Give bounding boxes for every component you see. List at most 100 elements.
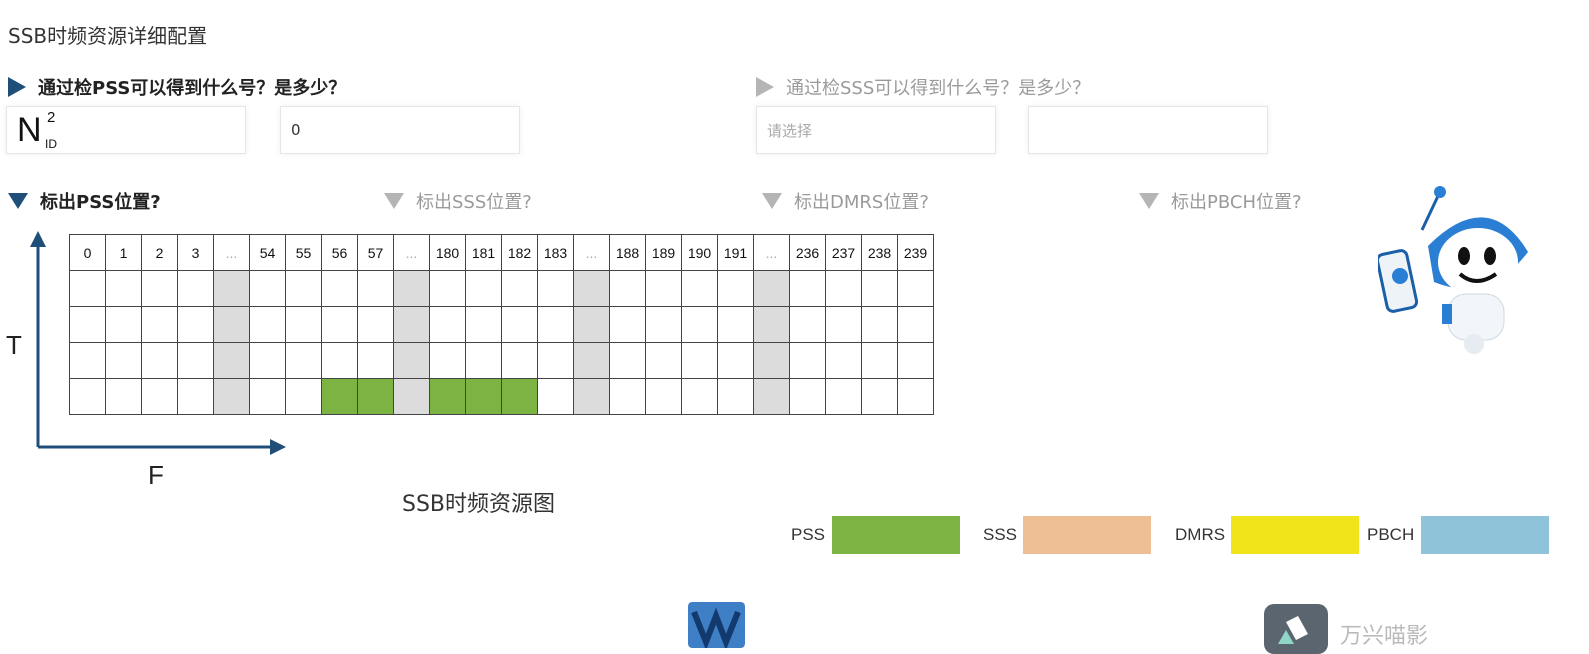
grid-cell[interactable] xyxy=(249,342,286,379)
grid-cell[interactable] xyxy=(285,270,322,307)
grid-cell[interactable] xyxy=(141,306,178,343)
mark-dmrs-section[interactable]: 标出DMRS位置? xyxy=(762,188,929,214)
grid-cell[interactable] xyxy=(501,378,538,415)
collapse-triangle-icon[interactable] xyxy=(762,193,782,209)
grid-cell[interactable] xyxy=(645,378,682,415)
grid-cell[interactable] xyxy=(357,306,394,343)
grid-cell[interactable] xyxy=(825,270,862,307)
grid-cell[interactable] xyxy=(213,270,250,307)
grid-cell[interactable] xyxy=(717,378,754,415)
grid-cell[interactable] xyxy=(177,306,214,343)
expand-triangle-icon[interactable] xyxy=(8,77,26,97)
grid-cell[interactable] xyxy=(285,306,322,343)
grid-cell[interactable] xyxy=(105,342,142,379)
grid-cell[interactable] xyxy=(861,342,898,379)
mark-pbch-section[interactable]: 标出PBCH位置? xyxy=(1139,188,1302,214)
grid-cell[interactable] xyxy=(825,306,862,343)
grid-cell[interactable] xyxy=(429,270,466,307)
grid-cell[interactable] xyxy=(537,378,574,415)
grid-cell[interactable] xyxy=(645,342,682,379)
grid-cell[interactable] xyxy=(249,270,286,307)
pss-question[interactable]: 通过检PSS可以得到什么号？是多少？ xyxy=(8,74,346,100)
grid-cell[interactable] xyxy=(393,306,430,343)
grid-cell[interactable] xyxy=(393,342,430,379)
sss-value-field[interactable] xyxy=(1028,106,1268,154)
pss-value-field[interactable]: 0 xyxy=(280,106,520,154)
grid-cell[interactable] xyxy=(681,270,718,307)
grid-cell[interactable] xyxy=(393,378,430,415)
grid-cell[interactable] xyxy=(105,306,142,343)
grid-cell[interactable] xyxy=(897,306,934,343)
grid-cell[interactable] xyxy=(141,342,178,379)
grid-cell[interactable] xyxy=(69,342,106,379)
grid-cell[interactable] xyxy=(573,306,610,343)
legend-swatch-sss[interactable] xyxy=(1023,516,1151,554)
grid-cell[interactable] xyxy=(537,270,574,307)
grid-cell[interactable] xyxy=(465,270,502,307)
grid-cell[interactable] xyxy=(753,342,790,379)
grid-cell[interactable] xyxy=(861,306,898,343)
grid-cell[interactable] xyxy=(501,306,538,343)
legend-swatch-dmrs[interactable] xyxy=(1231,516,1359,554)
grid-cell[interactable] xyxy=(321,378,358,415)
grid-cell[interactable] xyxy=(465,378,502,415)
grid-cell[interactable] xyxy=(753,378,790,415)
grid-cell[interactable] xyxy=(357,378,394,415)
sss-question[interactable]: 通过检SSS可以得到什么号？是多少？ xyxy=(756,74,1090,100)
grid-cell[interactable] xyxy=(501,270,538,307)
grid-cell[interactable] xyxy=(249,306,286,343)
grid-cell[interactable] xyxy=(609,342,646,379)
grid-cell[interactable] xyxy=(465,342,502,379)
grid-cell[interactable] xyxy=(321,306,358,343)
collapse-triangle-icon[interactable] xyxy=(1139,193,1159,209)
grid-cell[interactable] xyxy=(897,270,934,307)
grid-cell[interactable] xyxy=(357,270,394,307)
grid-cell[interactable] xyxy=(789,270,826,307)
legend-swatch-pss[interactable] xyxy=(832,516,960,554)
grid-cell[interactable] xyxy=(357,342,394,379)
grid-cell[interactable] xyxy=(285,378,322,415)
grid-cell[interactable] xyxy=(429,306,466,343)
collapse-triangle-icon[interactable] xyxy=(384,193,404,209)
grid-cell[interactable] xyxy=(717,306,754,343)
grid-cell[interactable] xyxy=(501,342,538,379)
grid-cell[interactable] xyxy=(573,342,610,379)
grid-cell[interactable] xyxy=(213,378,250,415)
grid-cell[interactable] xyxy=(213,306,250,343)
grid-cell[interactable] xyxy=(789,306,826,343)
grid-cell[interactable] xyxy=(69,378,106,415)
grid-cell[interactable] xyxy=(609,306,646,343)
grid-cell[interactable] xyxy=(429,342,466,379)
ssb-resource-grid[interactable]: 0 1 2 3... 54 55 56 57... 180 181 182 183... 188 189 1… xyxy=(69,234,934,415)
grid-cell[interactable] xyxy=(789,378,826,415)
grid-cell[interactable] xyxy=(177,342,214,379)
grid-cell[interactable] xyxy=(681,342,718,379)
grid-cell[interactable] xyxy=(645,270,682,307)
grid-cell[interactable] xyxy=(321,342,358,379)
grid-cell[interactable] xyxy=(105,378,142,415)
mark-pss-section[interactable]: 标出PSS位置? xyxy=(8,188,161,214)
grid-cell[interactable] xyxy=(177,378,214,415)
expand-triangle-icon[interactable] xyxy=(756,77,774,97)
grid-cell[interactable] xyxy=(897,342,934,379)
grid-cell[interactable] xyxy=(249,378,286,415)
grid-cell[interactable] xyxy=(717,270,754,307)
grid-cell[interactable] xyxy=(429,378,466,415)
grid-cell[interactable] xyxy=(105,270,142,307)
grid-cell[interactable] xyxy=(393,270,430,307)
mark-sss-section[interactable]: 标出SSS位置? xyxy=(384,188,532,214)
grid-cell[interactable] xyxy=(897,378,934,415)
grid-cell[interactable] xyxy=(681,306,718,343)
grid-cell[interactable] xyxy=(825,342,862,379)
grid-cell[interactable] xyxy=(537,306,574,343)
grid-cell[interactable] xyxy=(285,342,322,379)
grid-cell[interactable] xyxy=(609,378,646,415)
grid-cell[interactable] xyxy=(573,378,610,415)
grid-cell[interactable] xyxy=(645,306,682,343)
grid-cell[interactable] xyxy=(753,270,790,307)
grid-cell[interactable] xyxy=(609,270,646,307)
grid-cell[interactable] xyxy=(465,306,502,343)
grid-cell[interactable] xyxy=(213,342,250,379)
collapse-triangle-icon[interactable] xyxy=(8,193,28,209)
grid-cell[interactable] xyxy=(573,270,610,307)
